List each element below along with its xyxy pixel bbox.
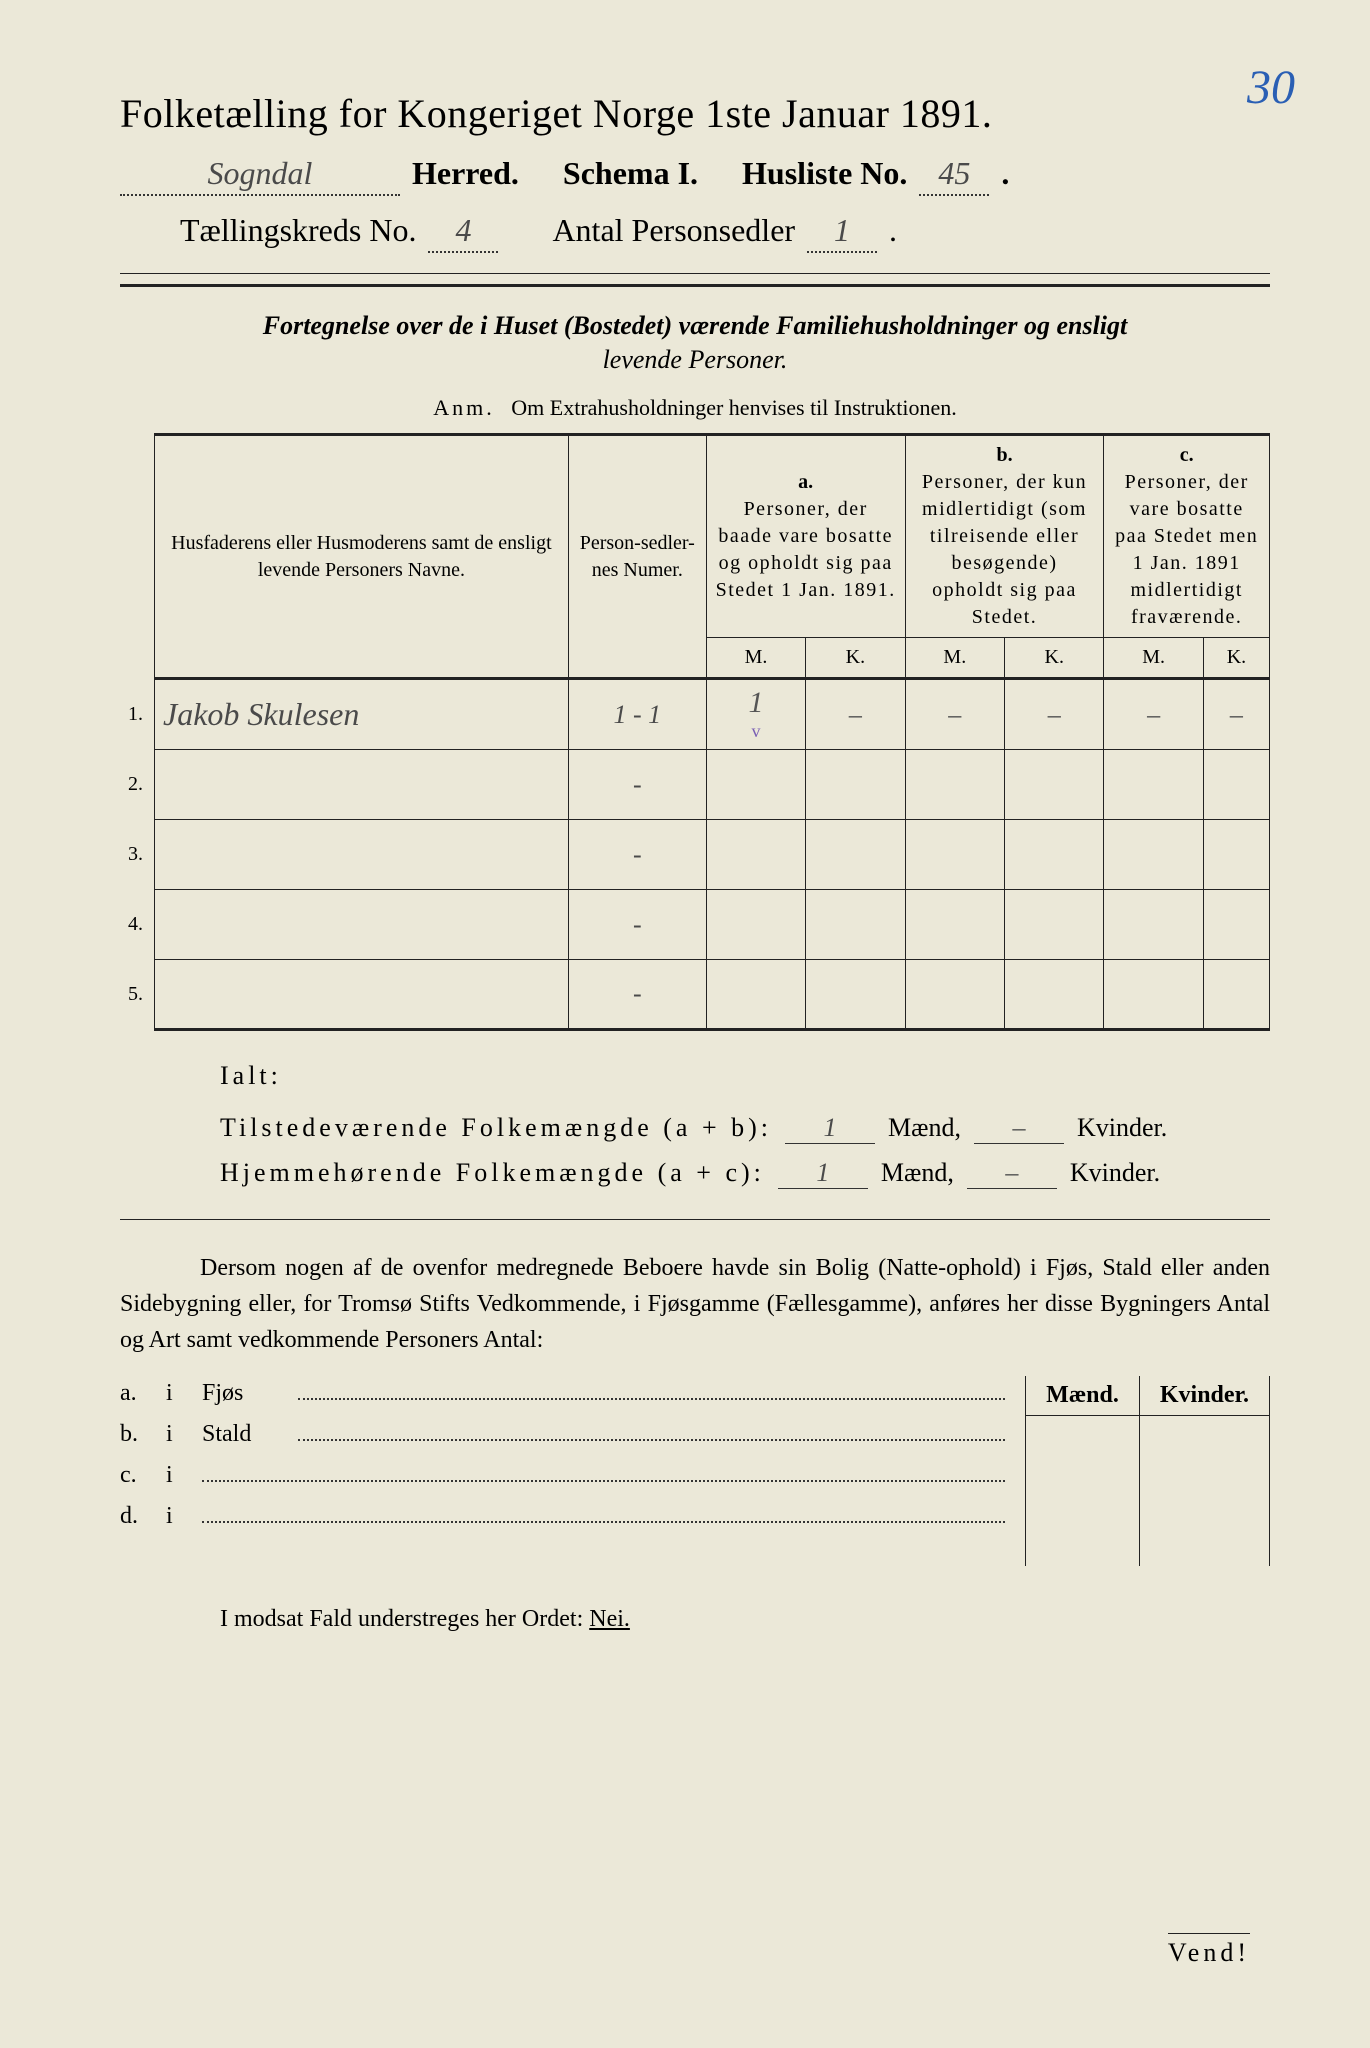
personsedler-num: 1 - 1 [613, 700, 661, 729]
cell-c-m: – [1147, 700, 1160, 729]
outbuilding-paragraph: Dersom nogen af de ovenfor medregnede Be… [120, 1250, 1270, 1358]
dotted-line [202, 1499, 1005, 1523]
anm-label: Anm. [433, 395, 495, 420]
outbuilding-list: a. i Fjøs b. i Stald c. i d. i [120, 1376, 1005, 1540]
husliste-value: 45 [919, 155, 989, 196]
th-kvinder: Kvinder. [1139, 1376, 1269, 1416]
kreds-label: Tællingskreds No. [180, 212, 416, 249]
herred-value: Sogndal [120, 155, 400, 196]
building-type: Fjøs [202, 1380, 282, 1407]
subtitle-line2: levende Personer. [120, 345, 1270, 375]
personsedler-num: - [633, 979, 642, 1008]
outbuilding-block: a. i Fjøs b. i Stald c. i d. i Mænd. Kvinder. [120, 1376, 1270, 1566]
census-form-page: 30 Folketælling for Kongeriget Norge 1st… [0, 0, 1370, 2048]
person-name: Jakob Skulesen [163, 696, 359, 732]
row-i: i [166, 1421, 186, 1448]
outbuilding-row: b. i Stald [120, 1417, 1005, 1448]
row-letter: d. [120, 1503, 150, 1530]
row-letter: a. [120, 1380, 150, 1407]
cell-a-k: – [849, 700, 862, 729]
row-letter: c. [120, 1462, 150, 1489]
th-maend: Mænd. [1026, 1376, 1140, 1416]
th-a-k: K. [806, 638, 905, 679]
table-row: 3.- [120, 820, 1270, 890]
schema-label: Schema I. [563, 155, 698, 192]
th-b: b. Personer, der kun midlertidigt (som t… [905, 435, 1104, 638]
present-men: 1 [785, 1113, 875, 1144]
table-row: 2.- [120, 750, 1270, 820]
rule [120, 273, 1270, 274]
outbuilding-row: d. i [120, 1499, 1005, 1530]
outbuilding-men-cell [1026, 1416, 1140, 1566]
sedler-label: Antal Personsedler [552, 212, 795, 249]
personsedler-num: - [633, 910, 642, 939]
household-table: Husfaderens eller Husmoderens samt de en… [120, 433, 1270, 1031]
dotted-line [298, 1376, 1005, 1400]
present-population-line: Tilstedeværende Folkemængde (a + b): 1 M… [220, 1113, 1270, 1144]
outbuilding-row: c. i [120, 1458, 1005, 1489]
totals-block: Ialt: Tilstedeværende Folkemængde (a + b… [220, 1061, 1270, 1189]
outbuilding-row: a. i Fjøs [120, 1376, 1005, 1407]
subtitle-line1: Fortegnelse over de i Huset (Bostedet) v… [120, 311, 1270, 341]
cell-b-m: – [948, 700, 961, 729]
th-c-k: K. [1203, 638, 1269, 679]
th-c-m: M. [1104, 638, 1203, 679]
building-type: Stald [202, 1421, 282, 1448]
table-row: 5.- [120, 960, 1270, 1030]
corner-page-number: 30 [1247, 60, 1295, 115]
husliste-label: Husliste No. [742, 155, 907, 192]
row-i: i [166, 1462, 186, 1489]
th-name: Husfaderens eller Husmoderens samt de en… [154, 435, 568, 679]
th-c: c. Personer, der vare bosatte paa Stedet… [1104, 435, 1270, 638]
rule-thick [120, 284, 1270, 287]
sedler-period: . [889, 212, 897, 249]
row-letter: b. [120, 1421, 150, 1448]
row-i: i [166, 1380, 186, 1407]
resident-women: – [967, 1158, 1057, 1189]
th-b-m: M. [905, 638, 1004, 679]
present-women: – [974, 1113, 1064, 1144]
ialt-label: Ialt: [220, 1061, 1270, 1091]
cell-b-k: – [1048, 700, 1061, 729]
personsedler-num: - [633, 840, 642, 869]
th-a-m: M. [706, 638, 805, 679]
herred-label: Herred. [412, 155, 519, 192]
anm-line: Anm. Om Extrahusholdninger henvises til … [120, 395, 1270, 421]
header-line-3: Tællingskreds No. 4 Antal Personsedler 1… [120, 212, 1270, 253]
dotted-line [202, 1458, 1005, 1482]
outbuilding-women-cell [1139, 1416, 1269, 1566]
personsedler-num: - [633, 770, 642, 799]
resident-men: 1 [778, 1158, 868, 1189]
table-row: 1.Jakob Skulesen1 - 11v––––– [120, 679, 1270, 750]
nei-line: I modsat Fald understreges her Ordet: Ne… [120, 1606, 1270, 1633]
rule [120, 1219, 1270, 1220]
turn-over-label: Vend! [1168, 1933, 1250, 1968]
table-row: 4.- [120, 890, 1270, 960]
sedler-value: 1 [807, 212, 877, 253]
anm-text: Om Extrahusholdninger henvises til Instr… [511, 395, 956, 420]
header-line-2: Sogndal Herred. Schema I. Husliste No. 4… [120, 155, 1270, 196]
th-b-k: K. [1005, 638, 1104, 679]
kreds-value: 4 [428, 212, 498, 253]
cell-a-m: 1 [748, 686, 763, 719]
th-a: a. Personer, der baade vare bosatte og o… [706, 435, 905, 638]
outbuilding-mk-table: Mænd. Kvinder. [1025, 1376, 1270, 1566]
main-title: Folketælling for Kongeriget Norge 1ste J… [120, 90, 1270, 137]
th-number: Person-sedler-nes Numer. [568, 435, 706, 679]
cell-c-k: – [1230, 700, 1243, 729]
husliste-period: . [1001, 155, 1009, 192]
nei-word: Nei. [589, 1606, 630, 1632]
resident-population-line: Hjemmehørende Folkemængde (a + c): 1 Mæn… [220, 1158, 1270, 1189]
row-i: i [166, 1503, 186, 1530]
dotted-line [298, 1417, 1005, 1441]
